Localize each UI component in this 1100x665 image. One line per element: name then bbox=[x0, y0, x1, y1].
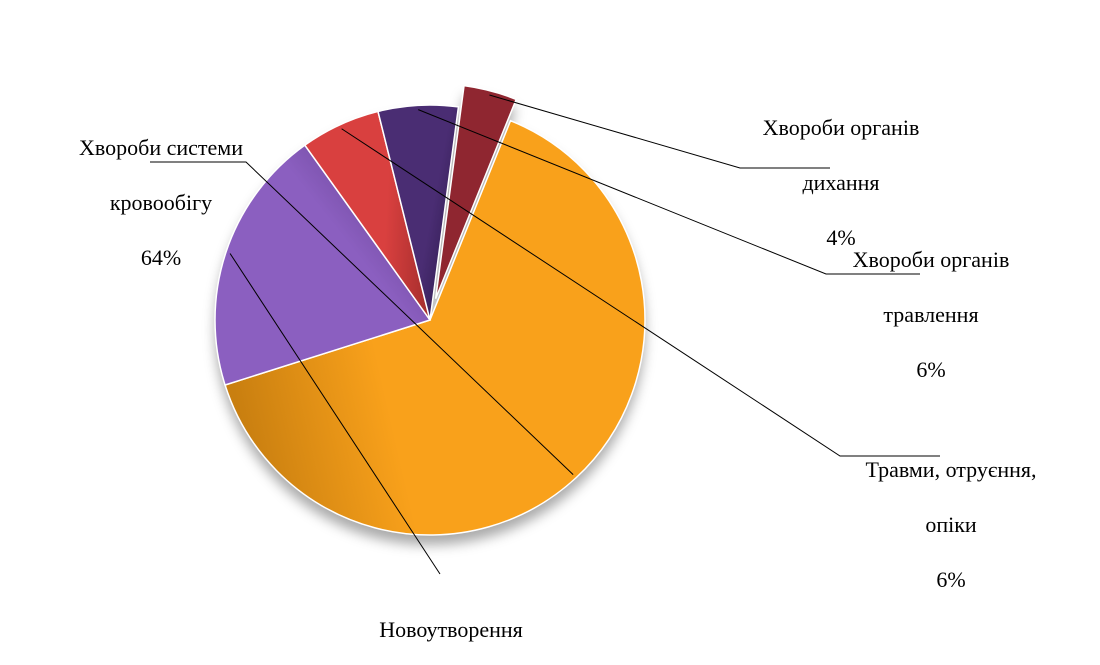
label-circ: Хвороби системи кровообігу 64% bbox=[0, 106, 300, 299]
label-circ-line1: Хвороби системи bbox=[79, 135, 243, 160]
label-digest-pct: 6% bbox=[916, 357, 945, 382]
label-digest: Хвороби органів травлення 6% bbox=[770, 218, 1070, 411]
label-trauma-line1: Травми, отруєння, bbox=[866, 457, 1037, 482]
label-trauma-line2: опіки bbox=[925, 512, 976, 537]
label-neopl-line1: Новоутворення bbox=[379, 617, 523, 642]
label-digest-line2: травлення bbox=[883, 302, 978, 327]
label-resp-line2: дихання bbox=[802, 170, 879, 195]
label-resp-line1: Хвороби органів bbox=[763, 115, 920, 140]
label-trauma: Травми, отруєння, опіки 6% bbox=[790, 428, 1090, 621]
label-digest-line1: Хвороби органів bbox=[853, 247, 1010, 272]
label-trauma-pct: 6% bbox=[936, 567, 965, 592]
label-circ-pct: 64% bbox=[141, 245, 181, 270]
label-neopl: Новоутворення 20% bbox=[290, 588, 590, 665]
label-circ-line2: кровообігу bbox=[110, 190, 212, 215]
chart-stage: Хвороби системи кровообігу 64% Хвороби о… bbox=[0, 0, 1100, 665]
